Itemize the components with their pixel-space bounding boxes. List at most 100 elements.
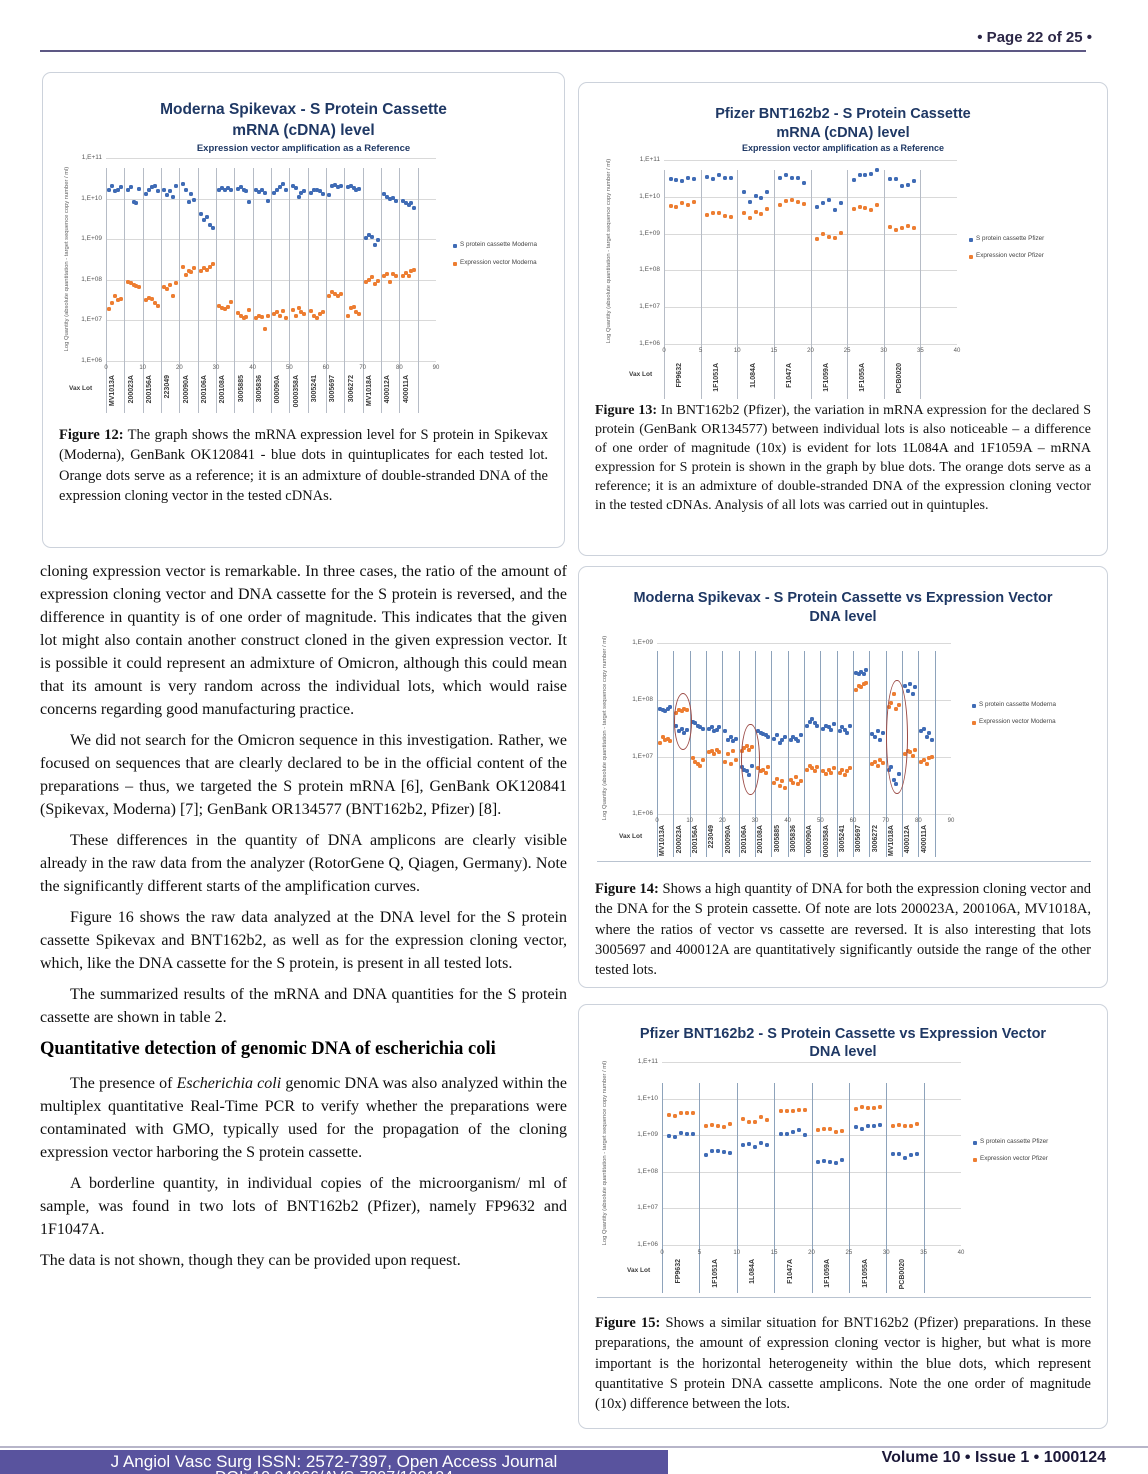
data-point bbox=[888, 177, 893, 182]
data-point bbox=[201, 265, 206, 270]
data-point bbox=[815, 237, 820, 242]
data-point bbox=[690, 719, 695, 724]
data-point bbox=[107, 187, 112, 192]
lot-separator-line bbox=[836, 651, 838, 857]
data-point bbox=[162, 285, 167, 290]
data-point bbox=[302, 312, 307, 317]
x-axis-tick-label: 0 bbox=[104, 365, 108, 371]
data-point bbox=[822, 1127, 827, 1132]
data-point bbox=[859, 1104, 864, 1109]
data-point bbox=[790, 175, 795, 180]
legend-marker bbox=[972, 721, 976, 725]
data-point bbox=[131, 199, 136, 204]
lot-label: 200090A bbox=[182, 375, 190, 404]
figure-12-caption: Figure 12: The graph shows the mRNA expr… bbox=[59, 425, 548, 506]
data-point bbox=[911, 225, 916, 230]
legend-entry: Expression vector Moderna bbox=[979, 718, 1056, 725]
data-point bbox=[870, 732, 875, 737]
data-point bbox=[896, 1123, 901, 1128]
lot-label: 200023A bbox=[675, 825, 683, 854]
lot-separator-line bbox=[706, 651, 707, 857]
lot-label: FP9632 bbox=[674, 1259, 682, 1284]
data-point bbox=[314, 316, 319, 321]
lot-label: 200106A bbox=[200, 375, 208, 404]
data-point bbox=[890, 1123, 895, 1128]
x-axis-tick-label: 20 bbox=[175, 365, 183, 371]
data-point bbox=[131, 282, 136, 287]
lot-separator-line bbox=[689, 651, 691, 857]
data-point bbox=[778, 1108, 783, 1113]
highlight-ellipse bbox=[741, 724, 760, 796]
data-point bbox=[110, 301, 115, 306]
data-point bbox=[366, 277, 371, 282]
data-point bbox=[875, 168, 880, 173]
data-point bbox=[684, 1131, 689, 1136]
data-point bbox=[253, 316, 258, 321]
paragraph-1: cloning expression vector is remarkable.… bbox=[40, 563, 567, 718]
data-point bbox=[668, 739, 673, 744]
y-axis-tick-label: 1,E+09 bbox=[81, 235, 102, 243]
y-axis-label: Log Quantity (absolute quantitation - ta… bbox=[64, 166, 70, 351]
data-point bbox=[262, 190, 267, 195]
data-point bbox=[890, 1151, 895, 1156]
data-point bbox=[128, 281, 133, 286]
data-point bbox=[802, 1108, 807, 1113]
data-point bbox=[706, 726, 711, 731]
lot-label: 0000358A bbox=[822, 825, 830, 858]
lot-separator-line bbox=[344, 168, 346, 413]
lot-separator-line bbox=[662, 1083, 663, 1293]
data-point bbox=[871, 1123, 876, 1128]
data-point bbox=[290, 183, 295, 188]
data-point bbox=[829, 727, 834, 732]
lot-label: 3006272 bbox=[871, 825, 879, 853]
data-point bbox=[853, 687, 858, 692]
data-point bbox=[888, 224, 893, 229]
data-point bbox=[388, 196, 393, 201]
data-point bbox=[711, 211, 716, 216]
data-point bbox=[357, 186, 362, 191]
legend-entry: S protein cassette Moderna bbox=[460, 241, 538, 248]
data-point bbox=[657, 740, 662, 745]
data-point bbox=[853, 1106, 858, 1111]
x-axis-tick-label: 20 bbox=[718, 818, 726, 824]
x-axis-tick-label: 30 bbox=[751, 818, 759, 824]
data-point bbox=[657, 706, 662, 711]
figure-14-label: Figure 14: bbox=[595, 881, 659, 897]
data-point bbox=[143, 191, 148, 196]
data-point bbox=[880, 760, 885, 765]
data-point bbox=[823, 723, 828, 728]
data-point bbox=[244, 189, 249, 194]
data-point bbox=[728, 176, 733, 181]
data-point bbox=[290, 308, 295, 313]
data-point bbox=[701, 757, 706, 762]
lot-separator-line bbox=[362, 168, 364, 413]
data-point bbox=[666, 1133, 671, 1138]
data-point bbox=[772, 736, 777, 741]
data-point bbox=[796, 782, 801, 787]
data-point bbox=[853, 670, 858, 675]
axis-base-line bbox=[597, 1297, 1091, 1298]
grid-line bbox=[662, 1062, 961, 1063]
data-point bbox=[186, 199, 191, 204]
data-point bbox=[845, 769, 850, 774]
lot-separator-line bbox=[853, 651, 854, 857]
data-point bbox=[665, 736, 670, 741]
data-point bbox=[210, 261, 215, 266]
x-axis-tick-label: 90 bbox=[947, 818, 955, 824]
data-point bbox=[168, 282, 173, 287]
lot-label: 400012A bbox=[384, 375, 392, 404]
data-point bbox=[822, 1158, 827, 1163]
lot-separator-line bbox=[179, 168, 181, 413]
data-point bbox=[165, 286, 170, 291]
data-point bbox=[339, 184, 344, 189]
data-point bbox=[784, 1131, 789, 1136]
data-point bbox=[226, 186, 231, 191]
data-point bbox=[186, 268, 191, 273]
data-point bbox=[731, 739, 736, 744]
data-point bbox=[853, 1125, 858, 1130]
data-point bbox=[333, 183, 338, 188]
data-point bbox=[913, 685, 918, 690]
data-point bbox=[357, 311, 362, 316]
data-point bbox=[281, 182, 286, 187]
lot-separator-line bbox=[700, 170, 702, 399]
